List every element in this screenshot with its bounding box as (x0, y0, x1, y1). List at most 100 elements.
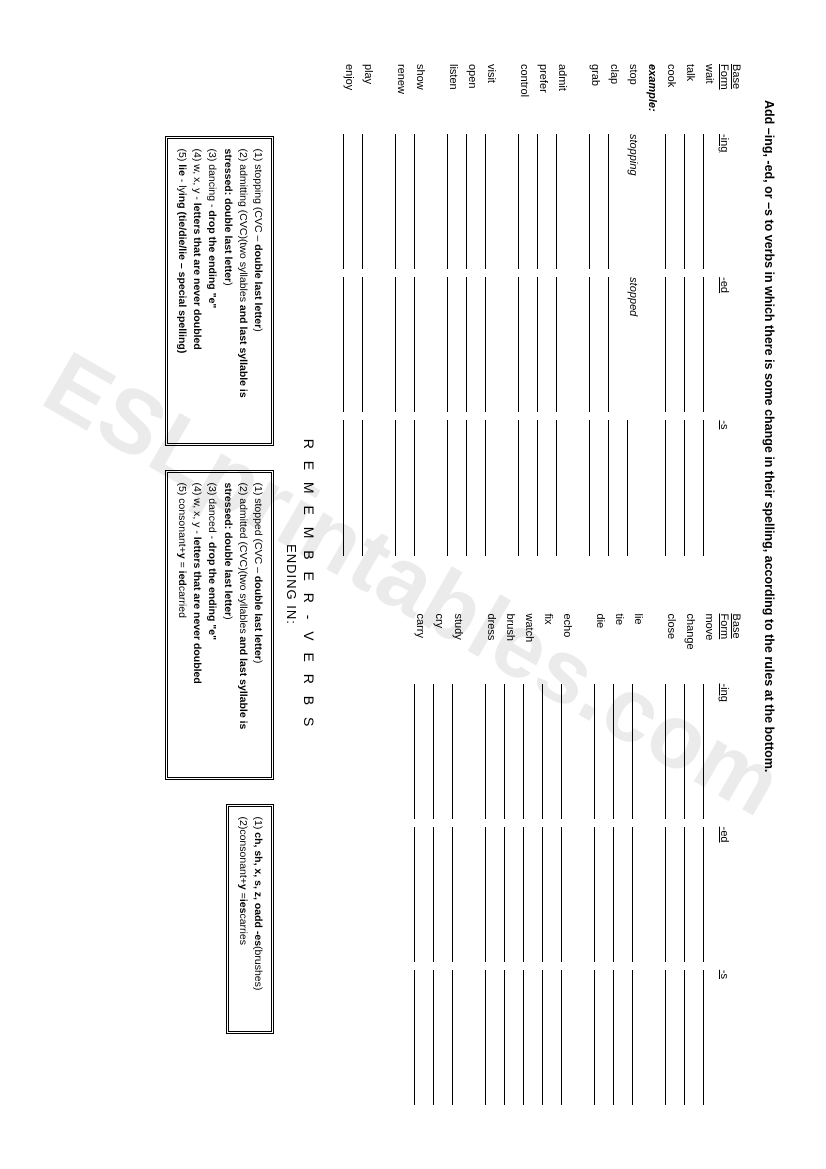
blank-input[interactable] (589, 420, 601, 555)
blank-input[interactable] (433, 827, 445, 962)
blank-input[interactable] (485, 134, 497, 269)
blank-input[interactable] (518, 420, 530, 555)
blank-input[interactable] (504, 684, 516, 819)
blank-input[interactable] (452, 684, 464, 819)
blank-input[interactable] (452, 970, 464, 1105)
blank-input[interactable] (684, 827, 696, 962)
blank-input[interactable] (665, 970, 677, 1105)
blank-input[interactable] (703, 277, 715, 412)
blank-input[interactable] (485, 277, 497, 412)
blank-input[interactable] (561, 684, 573, 819)
blank-input[interactable] (523, 684, 535, 819)
blank-input[interactable] (395, 134, 407, 269)
blank-input[interactable] (518, 134, 530, 269)
blank-input[interactable] (414, 277, 426, 412)
blank-input[interactable] (466, 277, 478, 412)
blank-input[interactable] (395, 277, 407, 412)
blank-input[interactable] (485, 684, 497, 819)
blank-input[interactable] (608, 134, 620, 269)
blank-input[interactable] (537, 277, 549, 412)
blank-input[interactable] (632, 970, 644, 1105)
blank-input[interactable] (561, 827, 573, 962)
blank-input[interactable] (452, 827, 464, 962)
blank-input[interactable] (594, 827, 606, 962)
blank-input[interactable] (684, 134, 696, 269)
blank-input[interactable] (665, 420, 677, 555)
blank-input[interactable] (447, 277, 459, 412)
blank-input[interactable] (485, 827, 497, 962)
blank-input[interactable] (561, 970, 573, 1105)
blank-input[interactable] (414, 970, 426, 1105)
blank-input[interactable] (518, 277, 530, 412)
blank-input[interactable] (632, 684, 644, 819)
blank-input[interactable] (632, 827, 644, 962)
table-row: lie (626, 610, 645, 1110)
blank-input[interactable] (447, 420, 459, 555)
rule-box-s: (1) ch, sh, x, s, z, oadd -es(brushes)(2… (226, 804, 274, 1034)
blank-input[interactable] (433, 684, 445, 819)
verb-base: wait (697, 60, 716, 130)
blank-input[interactable] (684, 277, 696, 412)
blank-input[interactable] (665, 134, 677, 269)
blank-input[interactable] (608, 420, 620, 555)
blank-input[interactable] (504, 970, 516, 1105)
blank-input[interactable] (613, 684, 625, 819)
blank-input[interactable] (362, 277, 374, 412)
blank-input[interactable] (343, 420, 355, 555)
blank-input[interactable] (447, 134, 459, 269)
blank-input[interactable] (395, 420, 407, 555)
blank-input[interactable] (703, 684, 715, 819)
blank-input[interactable] (414, 134, 426, 269)
blank-input[interactable] (703, 827, 715, 962)
left-table: Base Form -ing -ed -s waittalkcookexampl… (337, 60, 744, 560)
blank-input[interactable] (589, 277, 601, 412)
blank-input[interactable] (362, 134, 374, 269)
blank-input[interactable] (523, 827, 535, 962)
blank-input[interactable] (684, 684, 696, 819)
blank-input[interactable] (665, 827, 677, 962)
rule-line: (4) w, x, y - letters that are never dou… (189, 483, 204, 767)
blank-input[interactable] (703, 420, 715, 555)
blank-input[interactable] (703, 970, 715, 1105)
blank-input[interactable] (608, 277, 620, 412)
blank-input[interactable] (594, 970, 606, 1105)
blank-input[interactable] (362, 420, 374, 555)
blank-input[interactable] (343, 277, 355, 412)
blank-input[interactable] (466, 134, 478, 269)
col-ing: -ing (716, 130, 744, 273)
blank-input[interactable] (665, 684, 677, 819)
blank-input[interactable] (684, 420, 696, 555)
blank-input[interactable] (665, 277, 677, 412)
blank-input[interactable] (523, 970, 535, 1105)
table-row: clap (602, 60, 621, 560)
rule-line: (2)consonant+y =iescarries (235, 817, 250, 1021)
blank-input[interactable] (537, 134, 549, 269)
blank-input[interactable] (485, 420, 497, 555)
blank-input[interactable] (414, 420, 426, 555)
blank-input[interactable] (537, 420, 549, 555)
rule-boxes: (1) stopping (CVC – double last letter)(… (165, 60, 274, 1109)
blank-input[interactable] (556, 420, 568, 555)
blank-input[interactable] (703, 134, 715, 269)
blank-input[interactable] (414, 827, 426, 962)
blank-input[interactable] (627, 420, 639, 555)
blank-input[interactable] (542, 970, 554, 1105)
blank-input[interactable] (433, 970, 445, 1105)
blank-input[interactable] (684, 970, 696, 1105)
blank-input[interactable] (542, 827, 554, 962)
blank-input[interactable] (556, 277, 568, 412)
blank-input[interactable] (504, 827, 516, 962)
blank-input[interactable] (343, 134, 355, 269)
verb-base: stop (621, 60, 640, 130)
blank-input[interactable] (613, 827, 625, 962)
blank-input[interactable] (594, 684, 606, 819)
blank-input[interactable] (613, 970, 625, 1105)
verb-base: listen (441, 60, 460, 130)
blank-input[interactable] (589, 134, 601, 269)
blank-input[interactable] (556, 134, 568, 269)
blank-input[interactable] (414, 684, 426, 819)
blank-input[interactable] (542, 684, 554, 819)
blank-input[interactable] (466, 420, 478, 555)
blank-input[interactable] (485, 970, 497, 1105)
verb-base: dress (479, 610, 498, 680)
